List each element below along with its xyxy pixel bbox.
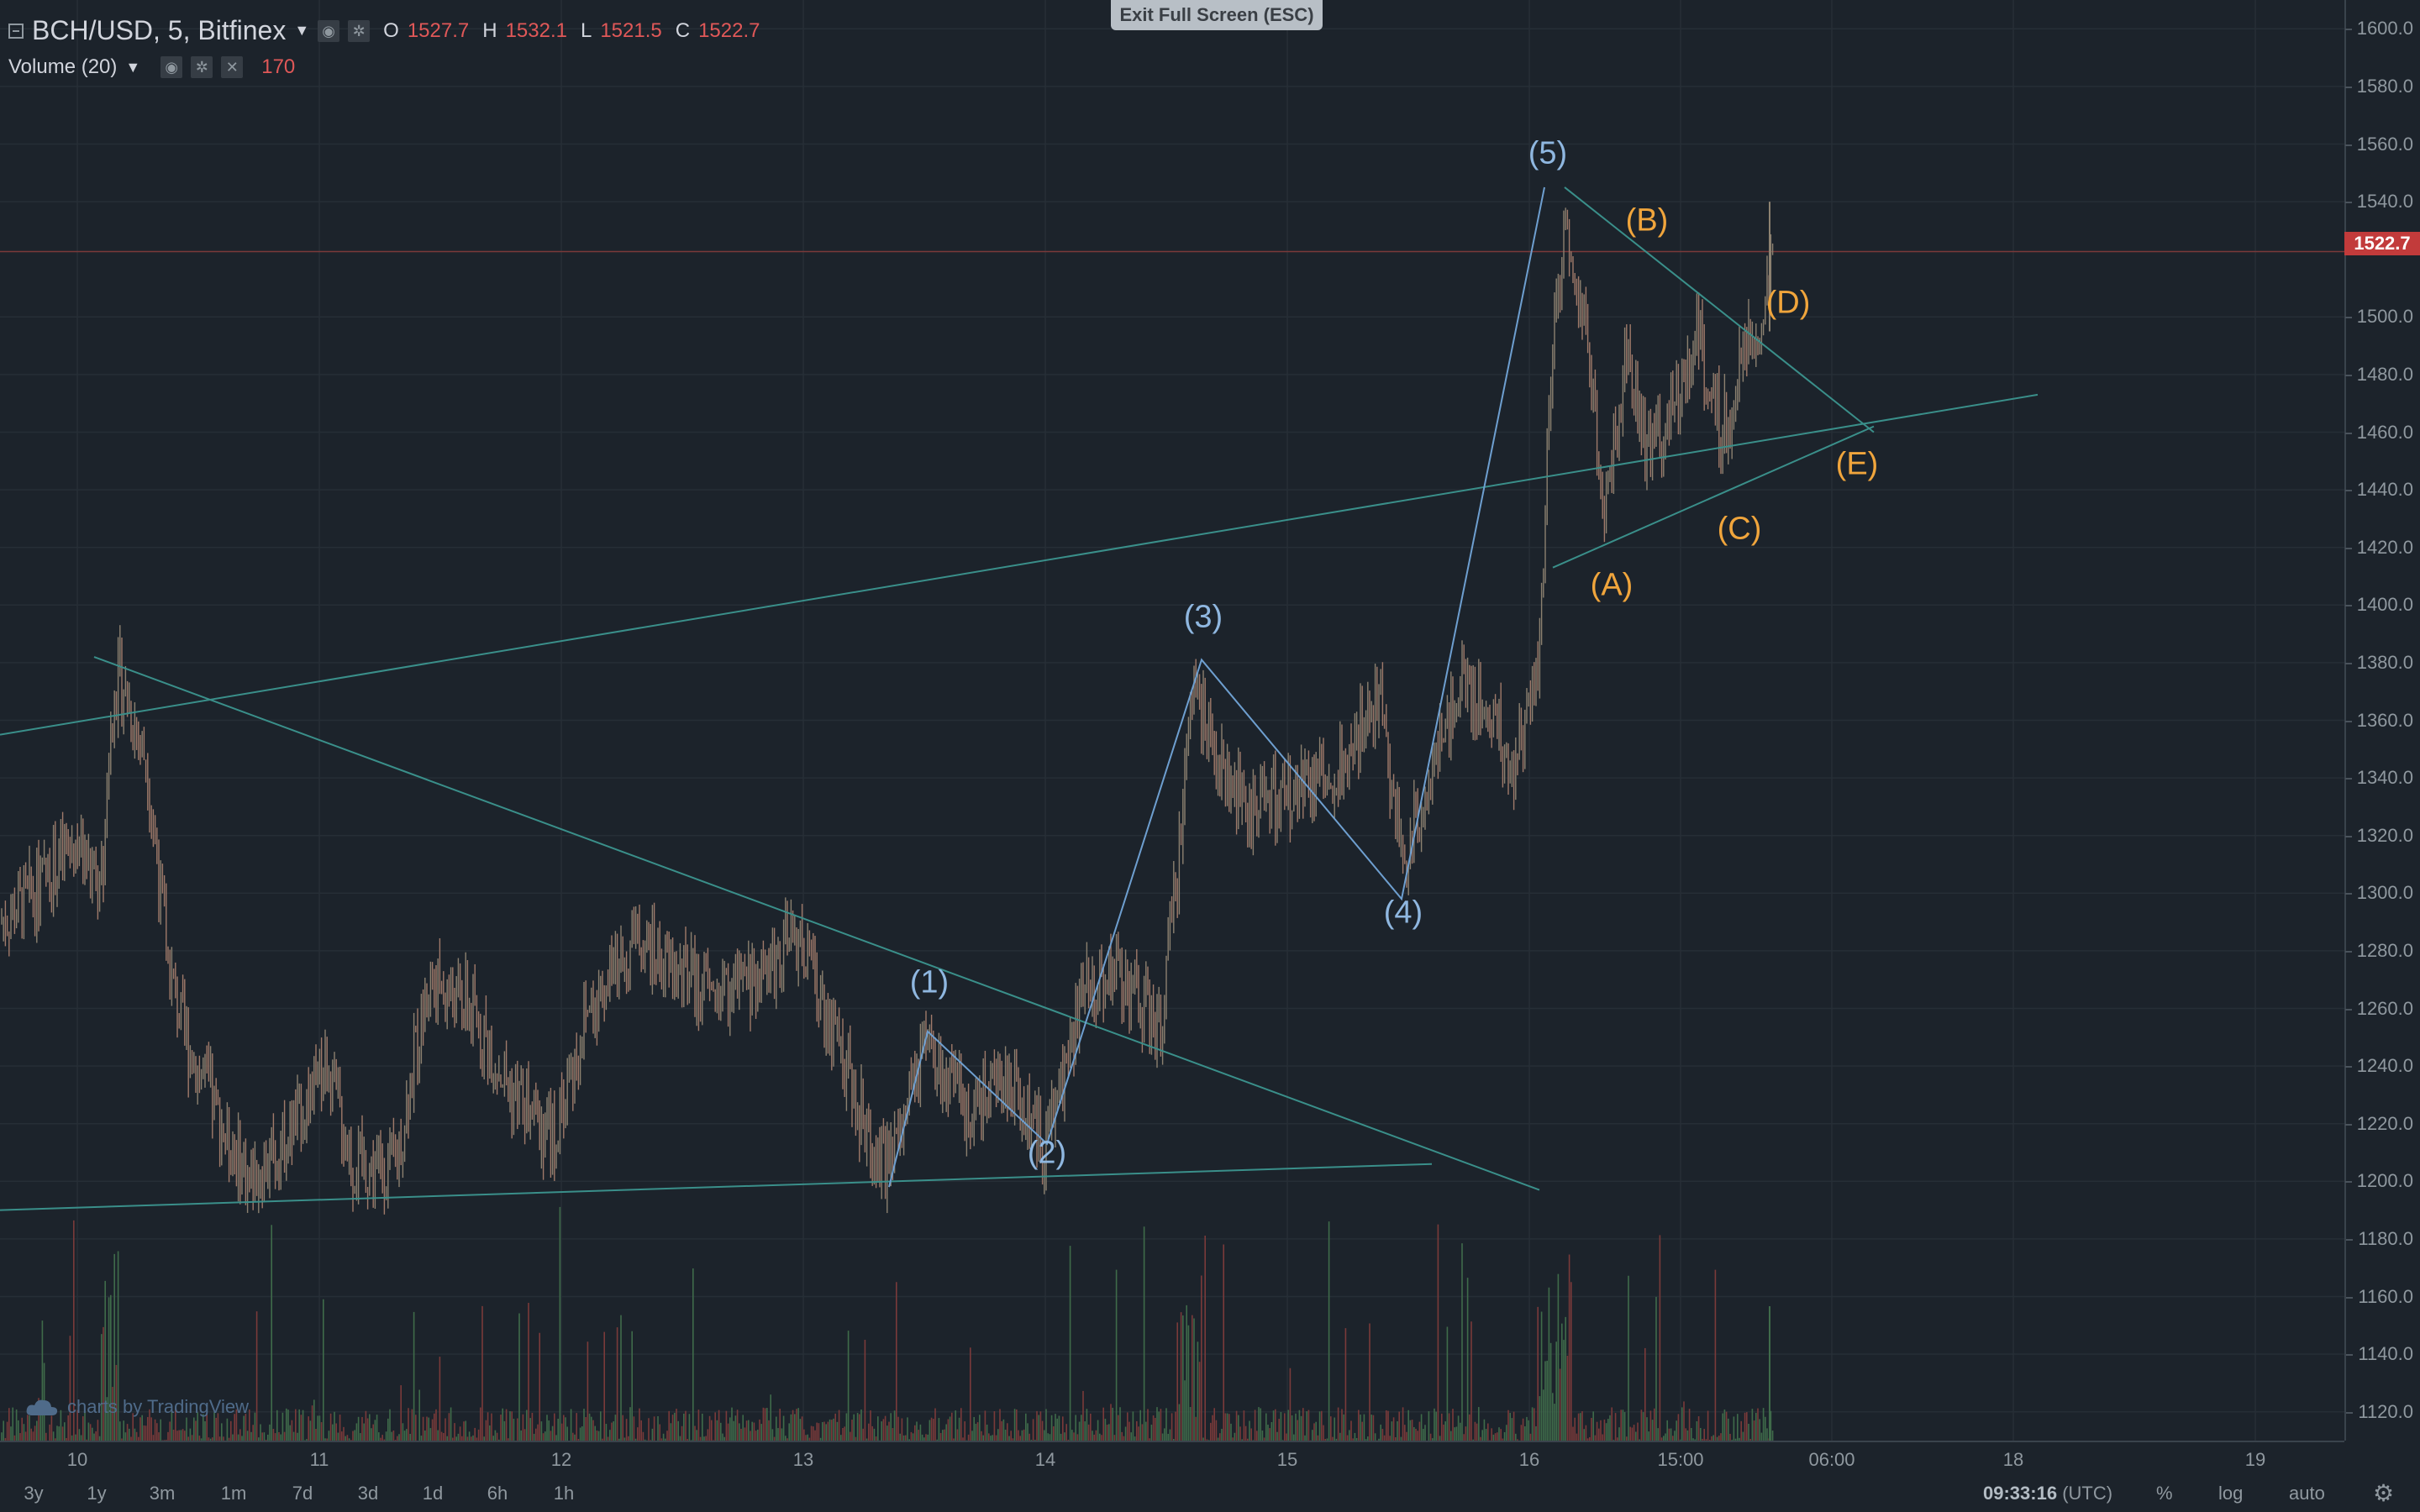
volume-value: 170 xyxy=(261,55,296,78)
price-tick: 1300.0 xyxy=(2344,882,2413,904)
price-tick: 1260.0 xyxy=(2344,997,2413,1019)
current-price-marker: 1522.7 xyxy=(2344,232,2420,255)
percent-toggle[interactable]: % xyxy=(2156,1483,2173,1504)
price-tick: 1540.0 xyxy=(2344,191,2413,213)
wave-label-5: (5) xyxy=(1528,135,1568,171)
wave-label-3: (3) xyxy=(1183,599,1223,635)
price-tick: 1340.0 xyxy=(2344,767,2413,789)
trendline-upper xyxy=(0,393,2039,736)
clock-zone: (UTC) xyxy=(2062,1483,2113,1504)
gear-icon[interactable]: ✲ xyxy=(191,56,213,78)
open-value: 1527.7 xyxy=(407,18,470,42)
price-tick: 1180.0 xyxy=(2346,1227,2413,1249)
range-button-1y[interactable]: 1y xyxy=(87,1483,107,1504)
collapse-legend-icon[interactable] xyxy=(8,23,24,39)
high-key: H xyxy=(482,18,497,42)
low-key: L xyxy=(580,18,592,42)
wave-label-e: (E) xyxy=(1835,446,1879,482)
auto-toggle[interactable]: auto xyxy=(2289,1483,2325,1504)
range-button-7d[interactable]: 7d xyxy=(292,1483,313,1504)
log-toggle[interactable]: log xyxy=(2218,1483,2244,1504)
wave-label-c: (C) xyxy=(1717,511,1762,547)
time-tick: 13 xyxy=(792,1449,814,1470)
price-tick: 1160.0 xyxy=(2346,1285,2413,1307)
range-button-3y[interactable]: 3y xyxy=(24,1483,44,1504)
triangle-lower-line xyxy=(1552,425,1875,569)
wave-label-2: (2) xyxy=(1027,1135,1067,1171)
price-tick: 1220.0 xyxy=(2344,1112,2413,1134)
volume-label[interactable]: Volume (20) xyxy=(8,55,118,78)
price-tick: 1320.0 xyxy=(2344,824,2413,846)
symbol-label[interactable]: BCH/USD, 5, Bitfinex xyxy=(32,15,287,45)
price-tick: 1560.0 xyxy=(2344,133,2413,155)
close-value: 1522.7 xyxy=(698,18,760,42)
elliott-wave-line xyxy=(888,186,1545,1188)
watermark-text: charts by TradingView xyxy=(67,1396,250,1417)
open-key: O xyxy=(383,18,399,42)
time-tick: 11 xyxy=(309,1449,329,1470)
range-button-1h[interactable]: 1h xyxy=(553,1483,575,1504)
price-tick: 1500.0 xyxy=(2344,306,2413,328)
price-tick: 1240.0 xyxy=(2344,1055,2413,1077)
price-tick: 1420.0 xyxy=(2344,536,2413,558)
time-tick: 16 xyxy=(1518,1449,1540,1470)
wave-label-b: (B) xyxy=(1625,202,1669,239)
trendline-support xyxy=(0,1163,1433,1211)
symbol-legend: BCH/USD, 5, Bitfinex ▼ ◉ ✲ O 1527.7 H 15… xyxy=(8,15,760,46)
bottom-toolbar: 09:33:16 (UTC) ⚙ 3y 1y 3m 1m 7d 3d 1d 6h 1h% log a… xyxy=(0,1476,2420,1512)
triangle-upper-line xyxy=(1564,186,1875,433)
price-tick: 1480.0 xyxy=(2344,363,2413,385)
settings-gear-icon[interactable]: ⚙ xyxy=(2373,1480,2395,1506)
range-button-3m[interactable]: 3m xyxy=(149,1483,176,1504)
exit-fullscreen-button[interactable]: Exit Full Screen (ESC) xyxy=(1111,0,1323,30)
range-button-6h[interactable]: 6h xyxy=(487,1483,508,1504)
eye-icon[interactable]: ◉ xyxy=(318,19,340,42)
price-tick: 1280.0 xyxy=(2344,939,2413,961)
price-axis[interactable]: 1600.0 1580.0 1560.0 1540.0 1500.0 1480.0 1460… xyxy=(2344,0,2420,1441)
time-tick: 19 xyxy=(2244,1449,2266,1470)
price-tick: 1460.0 xyxy=(2344,421,2413,443)
price-tick: 1600.0 xyxy=(2344,18,2413,39)
trendline-descending xyxy=(93,656,1540,1191)
wave-label-d: (D) xyxy=(1765,285,1811,321)
time-axis[interactable]: 10 11 12 13 14 15 16 15:00 06:00 18 19 xyxy=(0,1441,2344,1478)
price-chart[interactable] xyxy=(0,0,2344,1441)
time-tick: 12 xyxy=(550,1449,572,1470)
close-key: C xyxy=(675,18,691,42)
time-tick: 14 xyxy=(1034,1449,1056,1470)
tradingview-watermark[interactable]: charts by TradingView xyxy=(25,1396,249,1418)
high-value: 1532.1 xyxy=(505,18,567,42)
cloud-icon xyxy=(26,1399,58,1415)
range-button-3d[interactable]: 3d xyxy=(357,1483,379,1504)
eye-icon[interactable]: ◉ xyxy=(160,56,183,78)
time-tick: 18 xyxy=(2002,1449,2024,1470)
close-icon[interactable]: ✕ xyxy=(221,56,244,78)
time-tick: 10 xyxy=(66,1449,88,1470)
gear-icon[interactable]: ✲ xyxy=(348,19,371,42)
price-tick: 1380.0 xyxy=(2344,651,2413,673)
price-tick: 1400.0 xyxy=(2344,594,2413,616)
volume-legend: Volume (20) ▼ ◉ ✲ ✕ 170 xyxy=(8,55,295,79)
price-tick: 1140.0 xyxy=(2346,1343,2413,1365)
chevron-down-icon[interactable]: ▼ xyxy=(125,58,141,76)
wave-label-a: (A) xyxy=(1590,567,1634,603)
utc-clock[interactable]: 09:33:16 (UTC) xyxy=(1983,1483,2112,1504)
range-button-1m[interactable]: 1m xyxy=(220,1483,247,1504)
price-tick: 1120.0 xyxy=(2346,1400,2413,1422)
time-tick: 15 xyxy=(1276,1449,1298,1470)
chart-area[interactable] xyxy=(0,0,2344,1441)
time-tick: 15:00 xyxy=(1657,1449,1704,1470)
price-tick: 1360.0 xyxy=(2344,709,2413,731)
chevron-down-icon[interactable]: ▼ xyxy=(294,22,310,39)
price-tick: 1200.0 xyxy=(2344,1170,2413,1192)
price-tick: 1580.0 xyxy=(2344,75,2413,97)
wave-label-1: (1) xyxy=(909,964,950,1000)
clock-time: 09:33:16 xyxy=(1983,1483,2058,1504)
price-tick: 1440.0 xyxy=(2344,479,2413,501)
time-tick: 06:00 xyxy=(1808,1449,1855,1470)
range-button-1d[interactable]: 1d xyxy=(422,1483,444,1504)
low-value: 1521.5 xyxy=(600,18,662,42)
wave-label-4: (4) xyxy=(1383,895,1423,931)
